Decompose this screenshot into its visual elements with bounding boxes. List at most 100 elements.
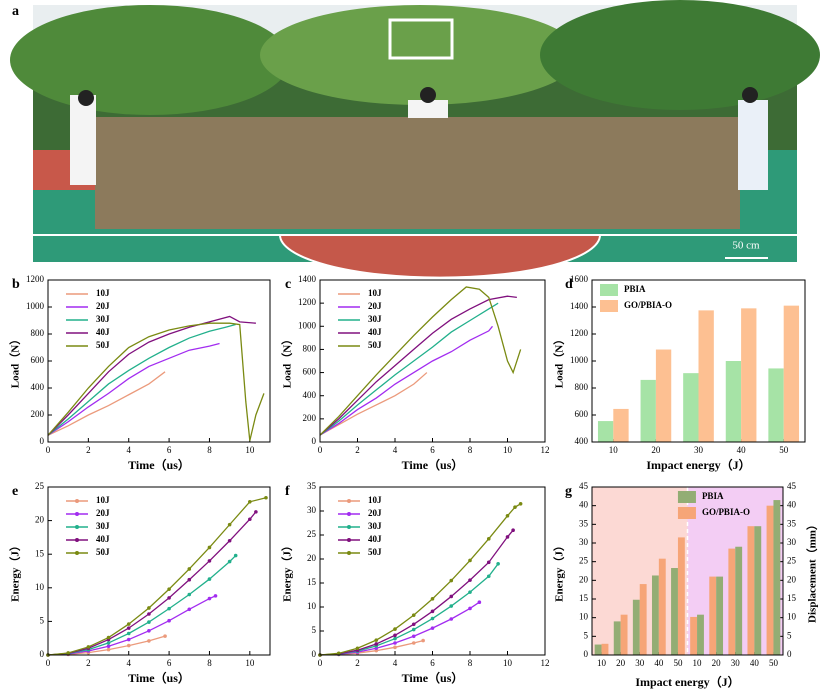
y2-tick-label: 25 — [787, 556, 797, 566]
y-tick-label: 35 — [579, 518, 589, 528]
point — [336, 651, 341, 656]
plot-frame — [319, 486, 546, 656]
y-tick-label: 0 — [312, 436, 317, 446]
legend-label: 20J — [96, 301, 110, 311]
x-tick-label: 10 — [245, 445, 255, 455]
point — [468, 606, 472, 611]
y-tick-label: 1600 — [570, 274, 589, 284]
point — [505, 514, 510, 518]
point — [147, 612, 151, 616]
x-tick-label: 0 — [318, 445, 323, 455]
point — [355, 646, 360, 651]
x-tick-label: 2 — [355, 658, 360, 668]
y-tick-label: 0 — [312, 649, 317, 659]
y-tick-label: 10 — [307, 601, 317, 611]
legend-label: 30J — [96, 314, 110, 324]
x-tick-label: 10 — [693, 658, 703, 668]
x-tick-label: 10 — [597, 658, 607, 668]
y-tick-label: 25 — [35, 481, 45, 491]
y-tick-label: 20 — [579, 574, 589, 584]
x-tick-label: 0 — [46, 445, 51, 455]
x-tick-label: 50 — [769, 658, 779, 668]
bar — [709, 576, 717, 655]
x-tick-label: 10 — [609, 445, 619, 455]
bar — [620, 614, 628, 655]
x-axis-label: Impact energy（J） — [646, 457, 750, 472]
y-tick-label: 20 — [307, 553, 317, 563]
y-tick-label: 1400 — [298, 274, 317, 284]
point — [513, 505, 517, 509]
point — [430, 609, 435, 614]
y-tick-label: 600 — [303, 367, 317, 377]
point — [187, 592, 192, 597]
legend-marker — [347, 551, 351, 555]
x-tick-label: 50 — [673, 658, 683, 668]
x-tick-label: 8 — [468, 658, 473, 668]
point — [126, 643, 131, 648]
point — [518, 502, 523, 506]
photo: 50 cm a — [10, 0, 820, 279]
bar — [613, 408, 629, 442]
x-tick-label: 10 — [245, 658, 255, 668]
point — [126, 622, 131, 626]
y2-tick-label: 40 — [787, 500, 797, 510]
y-tick-label: 1200 — [570, 328, 589, 338]
bar — [783, 305, 800, 442]
y-tick-label: 10 — [579, 612, 589, 622]
legend-label: 10J — [96, 495, 110, 505]
point — [106, 641, 111, 645]
legend-marker — [347, 512, 351, 516]
point — [167, 606, 171, 611]
bar — [655, 349, 672, 442]
point — [505, 535, 510, 539]
bar — [601, 643, 609, 655]
y-tick-label: 25 — [579, 556, 589, 566]
person-head — [420, 87, 436, 103]
y-tick-label: 1200 — [298, 297, 317, 307]
bar — [632, 599, 640, 655]
x-tick-label: 2 — [86, 445, 91, 455]
series-line — [319, 372, 428, 436]
y-tick-label: 30 — [579, 537, 589, 547]
x-tick-label: 40 — [654, 658, 664, 668]
plot-frame — [591, 486, 784, 656]
x-tick-label: 6 — [167, 658, 172, 668]
legend-label: 40J — [96, 327, 110, 337]
y-tick-label: 600 — [575, 409, 589, 419]
legend-label: 50J — [96, 547, 110, 557]
x-tick-label: 6 — [167, 445, 172, 455]
x-tick-label: 4 — [393, 445, 398, 455]
point — [477, 600, 482, 604]
point — [486, 537, 491, 541]
x-tick-label: 50 — [779, 445, 789, 455]
bar — [683, 373, 699, 442]
legend-swatch — [600, 284, 618, 296]
bar — [728, 548, 736, 655]
legend-label: 50J — [96, 340, 110, 350]
plot-frame — [591, 279, 806, 443]
y-tick-label: 1400 — [570, 301, 589, 311]
x-tick-label: 30 — [694, 445, 704, 455]
point — [233, 553, 238, 558]
point — [486, 560, 491, 565]
point — [86, 645, 91, 649]
x-axis-label: Time（us） — [128, 457, 190, 472]
trees — [260, 5, 580, 105]
point — [167, 596, 171, 600]
point — [468, 558, 472, 563]
legend-label: PBIA — [624, 284, 646, 294]
y-tick-label: 25 — [307, 529, 317, 539]
y-tick-label: 5 — [312, 625, 317, 635]
bar — [735, 546, 743, 655]
bar — [768, 368, 784, 442]
x-tick-label: 8 — [468, 445, 473, 455]
y-tick-label: 15 — [579, 593, 589, 603]
x-tick-label: 2 — [86, 658, 91, 668]
series-line — [319, 295, 517, 436]
legend-label: 40J — [96, 534, 110, 544]
point — [496, 562, 500, 566]
x-tick-label: 8 — [207, 445, 212, 455]
bar — [725, 361, 742, 442]
y-tick-label: 800 — [31, 328, 45, 338]
point — [227, 538, 232, 543]
